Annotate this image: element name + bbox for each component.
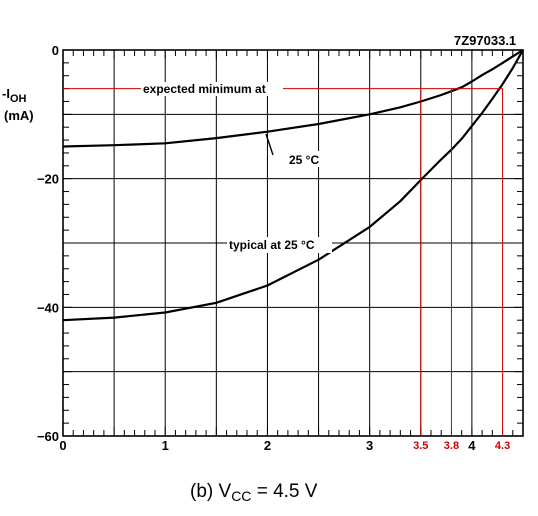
y-axis-label-main: -I: [2, 86, 10, 101]
typical-label-bg: [227, 237, 332, 253]
plot-frame: [62, 49, 524, 437]
series-expected: [62, 49, 524, 148]
y-axis-label: -IOH: [2, 86, 27, 105]
red-tick-label: 4.3: [495, 440, 510, 452]
series-typical: [62, 49, 524, 322]
y-tick-label: −20: [37, 172, 59, 187]
chart-code: 7Z97033.1: [454, 33, 516, 48]
expected-label-bg: [141, 82, 283, 96]
x-tick-labels: 0 1 2 3 4: [59, 438, 476, 453]
red-tick-label: 3.5: [413, 440, 428, 452]
red-tick-labels: 3.5 3.8 4.3: [413, 440, 510, 452]
x-tick-label: 3: [366, 438, 373, 453]
red-tick-label: 3.8: [444, 440, 459, 452]
y-tick-label: −60: [37, 429, 59, 444]
typical-annotation: typical at 25 °C: [229, 238, 315, 252]
series-lines: [62, 49, 524, 322]
x-tick-label: 1: [162, 438, 169, 453]
caption-prefix: (b) V: [190, 481, 232, 502]
caption-suffix: = 4.5 V: [251, 481, 317, 502]
expected-annotation: expected minimum at: [143, 82, 266, 96]
x-tick-label: 2: [264, 438, 271, 453]
y-axis-unit: (mA): [4, 108, 34, 123]
reference-lines: [63, 88, 504, 436]
caption: (b) VCC = 4.5 V: [190, 481, 318, 504]
expected-leader: [265, 133, 274, 156]
y-tick-label: 0: [52, 43, 59, 58]
expected-25c-bg: [287, 151, 335, 167]
caption-sub: CC: [231, 488, 251, 504]
y-tick-labels: 0 −20 −40 −60: [37, 43, 59, 444]
x-tick-label: 4: [468, 438, 476, 453]
y-axis-label-sub: OH: [10, 93, 27, 105]
minor-ticks: [63, 50, 523, 436]
x-tick-label: 0: [59, 438, 66, 453]
y-tick-label: −40: [37, 300, 59, 315]
expected-25c-annotation: 25 °C: [289, 153, 319, 167]
